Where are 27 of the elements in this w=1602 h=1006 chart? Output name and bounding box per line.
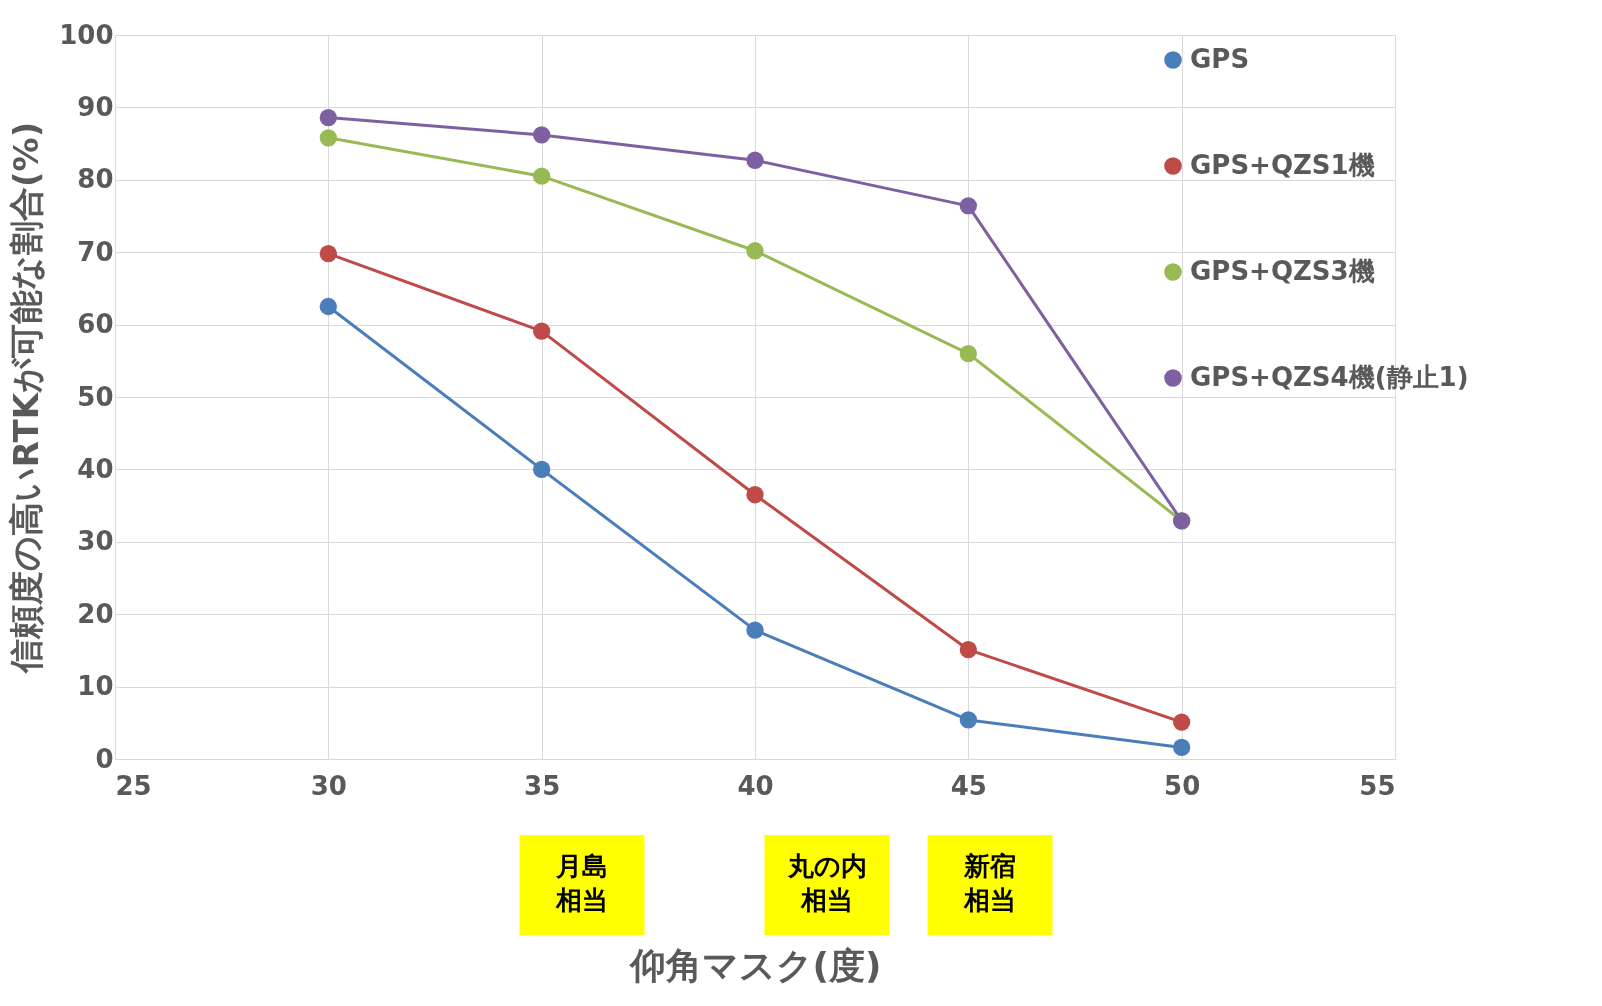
y-tick-label: 50 (77, 381, 114, 412)
legend-label: GPS+QZS3機 (1190, 256, 1375, 286)
y-tick-label: 40 (77, 453, 114, 484)
y-tick-label: 100 (59, 19, 114, 50)
legend-label: GPS (1190, 44, 1250, 74)
text: 新宿相当 (963, 851, 1016, 915)
x-tick-label: 25 (115, 770, 152, 801)
x-tick-label: 40 (737, 770, 774, 801)
legend-label: GPS+QZS4機(静止1) (1190, 362, 1469, 392)
y-tick-label: 10 (77, 671, 114, 702)
x-tick-label: 55 (1359, 770, 1396, 801)
y-tick-label: 30 (77, 526, 114, 557)
legend-label: GPS+QZS1機 (1190, 150, 1375, 180)
y-tick-label: 20 (77, 598, 114, 629)
x-axis-title: 仰角マスク(度) (627, 944, 882, 986)
y-tick-label: 90 (77, 91, 114, 122)
y-tick-label: 80 (77, 164, 114, 195)
x-tick-label: 35 (524, 770, 561, 801)
y-tick-label: 0 (95, 743, 114, 774)
y-axis-title: 信頼度の高いRTKが可能な割合(%) (6, 121, 47, 676)
y-tick-label: 60 (77, 309, 114, 340)
text: 丸の内相当 (786, 851, 867, 915)
x-tick-label: 50 (1164, 770, 1201, 801)
text: 月島相当 (555, 851, 608, 915)
x-tick-label: 45 (950, 770, 987, 801)
y-tick-label: 70 (77, 236, 114, 267)
x-tick-label: 30 (310, 770, 347, 801)
